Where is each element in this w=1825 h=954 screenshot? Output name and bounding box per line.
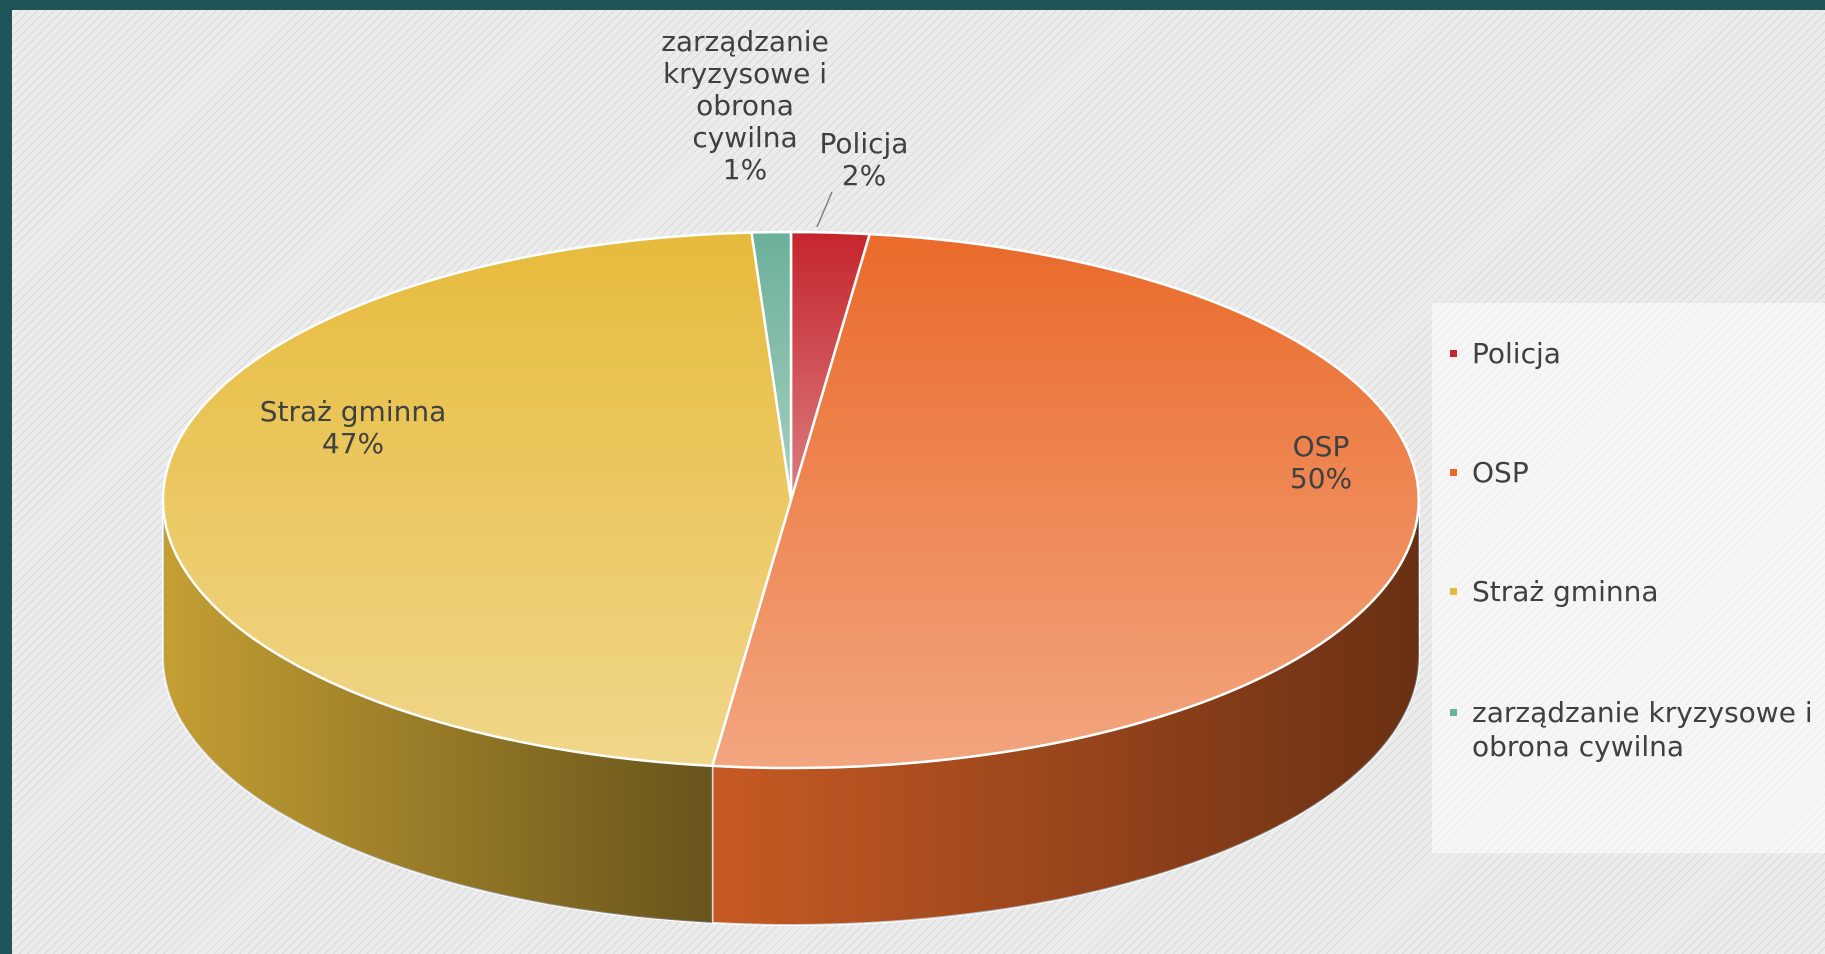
legend-label: Policja (1472, 337, 1561, 370)
legend-label: Straż gminna (1472, 575, 1659, 608)
legend-swatch (1450, 469, 1457, 476)
label-value: 2% (841, 159, 887, 192)
data-label: zarządzanie kryzysowe i obrona cywilna 1% (645, 26, 845, 186)
slice-side-shade (712, 500, 1419, 925)
label-value: 50% (1289, 462, 1353, 495)
legend-swatch (1450, 709, 1457, 716)
legend-swatch (1450, 588, 1457, 595)
data-label: Policja 2% (804, 128, 924, 192)
legend-label: zarządzanie kryzysowe i obrona cywilna (1472, 696, 1813, 763)
label-name: Straż gminna (259, 395, 447, 428)
legend: Policja OSP Straż gminna zarządzanie kryzys… (1432, 303, 1825, 853)
legend-item: OSP (1450, 456, 1825, 490)
slice-highlight (712, 234, 1419, 768)
data-label: Straż gminna 47% (223, 396, 483, 460)
legend-item: Straż gminna (1450, 575, 1825, 609)
legend-item: Policja (1450, 337, 1825, 371)
data-label: OSP 50% (1251, 431, 1391, 495)
label-value: 47% (321, 427, 385, 460)
legend-label: OSP (1472, 456, 1529, 489)
label-name: Policja (819, 127, 909, 160)
leader-line (816, 191, 833, 228)
legend-item: zarządzanie kryzysowe i obrona cywilna (1450, 696, 1825, 764)
slice-side-shade (163, 500, 713, 923)
legend-swatch (1450, 350, 1457, 357)
label-name: zarządzanie kryzysowe i obrona cywilna (661, 25, 829, 154)
label-value: 1% (722, 153, 768, 186)
slice-highlight (751, 232, 791, 500)
label-name: OSP (1292, 430, 1350, 463)
slice-highlight (163, 232, 791, 766)
